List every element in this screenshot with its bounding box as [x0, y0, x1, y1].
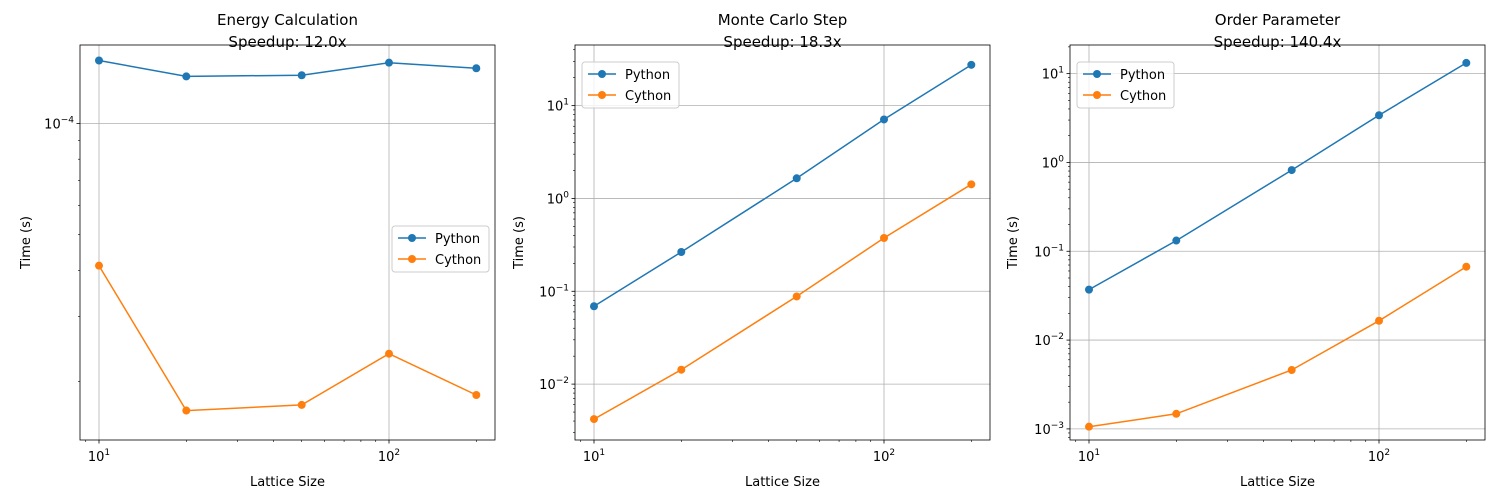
y-tick-label: 10−2: [539, 376, 569, 393]
y-axis-label: Time (s): [1006, 216, 1021, 270]
y-tick-label: 10−2: [1034, 332, 1064, 349]
data-point-cython: [792, 292, 801, 301]
data-point-python: [792, 174, 801, 183]
legend-marker-cython: [598, 91, 606, 99]
y-tick-label: 100: [547, 190, 570, 207]
data-point-cython: [967, 180, 976, 189]
legend: Python Cython: [1076, 61, 1175, 109]
chart-subtitle: Speedup: 140.4x: [1214, 33, 1342, 51]
chart-panel-1: 101 102 10−4 Energy Calculation Speedup: 12.…: [19, 11, 496, 490]
x-tick-label: 102: [378, 448, 400, 465]
y-tick-label: 10−3: [1034, 421, 1064, 438]
data-point-cython: [589, 415, 598, 424]
legend-label: Python: [435, 232, 480, 247]
y-axis-label: Time (s): [19, 216, 34, 270]
data-point-python: [967, 60, 976, 69]
data-point-python: [1375, 111, 1384, 120]
x-tick-label: 102: [1368, 448, 1390, 465]
data-point-python: [297, 71, 306, 80]
data-point-cython: [677, 365, 686, 374]
chart-subtitle: Speedup: 12.0x: [228, 33, 346, 51]
axes-frame: [1069, 44, 1486, 441]
data-point-python: [880, 115, 889, 124]
axes-frame: [79, 44, 496, 441]
y-tick-label: 100: [1042, 154, 1065, 171]
y-tick-label: 101: [1042, 66, 1064, 83]
chart-title: Energy Calculation: [217, 11, 358, 29]
x-tick-label: 101: [1078, 448, 1100, 465]
data-point-python: [385, 58, 394, 67]
series-line-cython: [1088, 266, 1467, 428]
series-line-python: [98, 59, 477, 78]
data-point-cython: [182, 406, 191, 415]
chart-title: Order Parameter: [1215, 11, 1341, 29]
legend-marker-python: [598, 70, 606, 78]
data-point-cython: [1172, 409, 1181, 418]
y-tick-label: 10−1: [539, 283, 569, 300]
y-axis-label: Time (s): [512, 216, 527, 270]
chart-panel-2: 101 102 10−2 10−1 100 101 Monte Carlo Step Spee…: [512, 11, 991, 490]
legend-label: Python: [625, 68, 670, 83]
y-tick-label: 10−4: [44, 115, 74, 132]
data-point-python: [677, 247, 686, 256]
x-tick-label: 102: [873, 448, 895, 465]
legend-label: Cython: [1120, 89, 1166, 104]
data-point-python: [182, 72, 191, 81]
data-point-python: [589, 302, 598, 311]
legend: Python Cython: [581, 61, 680, 109]
legend-marker-python: [1093, 70, 1101, 78]
data-point-cython: [1462, 262, 1471, 271]
data-point-cython: [94, 261, 103, 270]
data-point-cython: [1084, 422, 1093, 431]
data-point-cython: [472, 391, 481, 400]
legend-marker-cython: [1093, 91, 1101, 99]
legend-label: Cython: [435, 253, 481, 268]
legend-marker-cython: [408, 255, 416, 263]
data-point-cython: [385, 349, 394, 358]
data-point-python: [1462, 58, 1471, 67]
data-point-cython: [1375, 316, 1384, 325]
data-point-cython: [1287, 366, 1296, 375]
data-point-python: [94, 56, 103, 65]
x-tick-label: 101: [88, 448, 110, 465]
x-tick-label: 101: [583, 448, 605, 465]
data-point-cython: [297, 400, 306, 409]
y-tick-label: 10−1: [1034, 243, 1064, 260]
data-point-python: [1287, 166, 1296, 175]
legend: Python Cython: [391, 225, 490, 273]
axes-frame: [574, 44, 991, 441]
x-axis-label: Lattice Size: [1240, 475, 1315, 490]
legend-label: Cython: [625, 89, 671, 104]
data-point-cython: [880, 234, 889, 243]
legend-marker-python: [408, 234, 416, 242]
chart-title: Monte Carlo Step: [718, 11, 848, 29]
chart-subtitle: Speedup: 18.3x: [723, 33, 841, 51]
chart-panel-3: 101 102 10−3 10−2 10−1 100 101 Order Parameter S…: [1006, 11, 1486, 490]
data-point-python: [1172, 236, 1181, 245]
data-point-python: [1084, 285, 1093, 294]
legend-label: Python: [1120, 68, 1165, 83]
x-axis-label: Lattice Size: [745, 475, 820, 490]
data-point-python: [472, 64, 481, 73]
x-axis-label: Lattice Size: [250, 475, 325, 490]
series-line-cython: [98, 265, 477, 412]
y-tick-label: 101: [547, 98, 569, 115]
